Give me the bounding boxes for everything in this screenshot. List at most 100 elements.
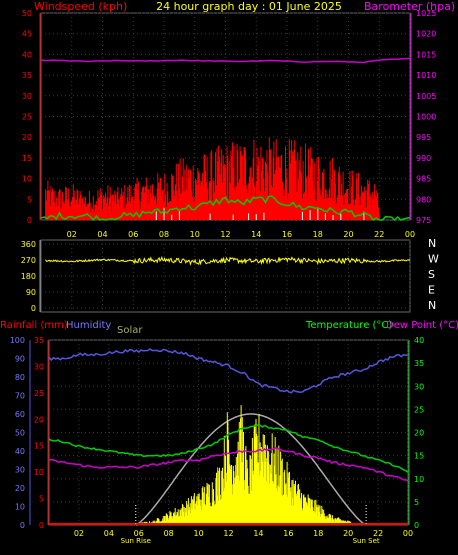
dew-point-line bbox=[48, 447, 409, 482]
wind-y-tick-label: 5 bbox=[27, 195, 32, 204]
humidity-y-tick-label: 90 bbox=[15, 355, 25, 364]
baro-y-tick-label: 1025 bbox=[416, 9, 436, 18]
barometer-line bbox=[40, 57, 411, 64]
rain-y-tick-label: 35 bbox=[34, 336, 44, 345]
baro-y-tick-label: 1010 bbox=[416, 71, 436, 80]
temp-x-tick-label: 06 bbox=[134, 529, 144, 538]
wind-direction-series bbox=[45, 256, 411, 266]
baro-y-tick-label: 1005 bbox=[416, 92, 436, 101]
temp-x-tick-label: 10 bbox=[193, 529, 203, 538]
temperature-label: Temperature (°C) bbox=[305, 320, 392, 331]
temperature-y-tick-label: 20 bbox=[414, 429, 424, 438]
wind-x-tick-label: 02 bbox=[67, 230, 77, 239]
temp-x-tick-label: 02 bbox=[74, 529, 84, 538]
baro-y-tick-label: 985 bbox=[416, 175, 431, 184]
sunrise-label: Sun Rise bbox=[121, 537, 151, 545]
rain-y-tick-label: 20 bbox=[34, 415, 44, 424]
humidity-y-tick-label: 60 bbox=[15, 410, 25, 419]
direction-y-tick-label: 180 bbox=[21, 272, 36, 281]
solar-label: Solar bbox=[117, 325, 143, 336]
rain-axis-label: Rainfall (mm) bbox=[0, 320, 68, 331]
temp-x-tick-label: 14 bbox=[253, 529, 263, 538]
solar-theory-line bbox=[135, 413, 366, 526]
temp-x-tick-label: 00 bbox=[403, 529, 413, 538]
direction-y-tick-label: 0 bbox=[31, 304, 36, 313]
wind-y-tick-label: 10 bbox=[22, 175, 32, 184]
wind-x-tick-label: 22 bbox=[374, 230, 384, 239]
temperature-series bbox=[48, 424, 409, 473]
dew-point-series bbox=[48, 447, 409, 482]
baro-y-tick-label: 1000 bbox=[416, 113, 436, 122]
wind-x-tick-label: 00 bbox=[405, 230, 415, 239]
wind-average-series bbox=[40, 195, 411, 222]
humidity-y-tick-label: 40 bbox=[15, 447, 25, 456]
temp-x-tick-label: 18 bbox=[313, 529, 323, 538]
wind-y-tick-label: 45 bbox=[22, 30, 32, 39]
temperature-y-tick-label: 25 bbox=[414, 405, 424, 414]
barometer-series bbox=[40, 57, 411, 64]
wind-direction-line bbox=[45, 256, 411, 266]
wind-x-tick-label: 12 bbox=[220, 230, 230, 239]
baro-y-tick-label: 975 bbox=[416, 216, 431, 225]
humidity-y-tick-label: 80 bbox=[15, 373, 25, 382]
baro-y-tick-label: 1015 bbox=[416, 50, 436, 59]
rain-y-tick-label: 25 bbox=[34, 389, 44, 398]
temp-x-tick-label: 20 bbox=[343, 529, 353, 538]
baro-y-tick-label: 980 bbox=[416, 195, 431, 204]
temperature-y-tick-label: 35 bbox=[414, 359, 424, 368]
temperature-y-tick-label: 0 bbox=[414, 521, 419, 530]
humidity-series bbox=[48, 348, 409, 394]
direction-grid bbox=[41, 240, 411, 312]
temperature-y-tick-label: 5 bbox=[414, 498, 419, 507]
direction-y-tick-label: 360 bbox=[21, 240, 36, 249]
rain-y-ticks: 35 30 25 20 15 10 5 0 bbox=[34, 336, 44, 530]
wind-x-tick-label: 06 bbox=[128, 230, 138, 239]
sunset-label: Sun Set bbox=[353, 537, 380, 545]
temperature-line bbox=[48, 424, 409, 473]
baro-axis-label: Barometer (hpa) bbox=[364, 0, 455, 13]
direction-compass-label: E bbox=[428, 284, 435, 297]
humidity-line bbox=[48, 348, 409, 394]
temp-x-tick-label: 04 bbox=[104, 529, 114, 538]
rain-y-tick-label: 0 bbox=[39, 521, 44, 530]
humidity-y-tick-label: 50 bbox=[15, 429, 25, 438]
baro-y-tick-label: 1020 bbox=[416, 30, 436, 39]
wind-y-tick-label: 35 bbox=[22, 71, 32, 80]
wind-x-tick-label: 10 bbox=[190, 230, 200, 239]
dew-point-label: Dew Point (°C) bbox=[386, 320, 458, 331]
wind-axis-label: Windspeed (kph) bbox=[34, 0, 127, 13]
wind-gust-spikes bbox=[45, 137, 380, 220]
direction-compass-label: N bbox=[428, 299, 436, 312]
temperature-y-tick-label: 30 bbox=[414, 382, 424, 391]
wind-gust-series bbox=[45, 137, 380, 220]
humidity-y-tick-label: 70 bbox=[15, 392, 25, 401]
temperature-y-tick-label: 40 bbox=[414, 336, 424, 345]
temp-x-ticks: 02 04 06 08 10 12 14 16 18 20 22 00 bbox=[74, 529, 413, 538]
wind-x-ticks: 02 04 06 08 10 12 14 16 18 20 22 00 bbox=[67, 230, 415, 239]
wind-y-tick-label: 30 bbox=[22, 92, 32, 101]
temp-x-tick-label: 22 bbox=[373, 529, 383, 538]
graph-title: 24 hour graph day : 01 June 2025 bbox=[156, 0, 342, 13]
wind-x-tick-label: 14 bbox=[251, 230, 261, 239]
wind-x-tick-label: 18 bbox=[313, 230, 323, 239]
wind-y-tick-label: 25 bbox=[22, 113, 32, 122]
wind-x-tick-label: 04 bbox=[97, 230, 107, 239]
direction-y-tick-label: 90 bbox=[26, 288, 36, 297]
rain-y-tick-label: 5 bbox=[39, 495, 44, 504]
wind-y-tick-label: 0 bbox=[27, 216, 32, 225]
wind-average-line bbox=[40, 195, 411, 222]
rain-y-tick-label: 30 bbox=[34, 362, 44, 371]
wind-x-tick-label: 08 bbox=[159, 230, 169, 239]
rain-y-tick-label: 10 bbox=[34, 468, 44, 477]
sun-markers: Sun Rise Sun Set bbox=[121, 505, 380, 545]
direction-y-tick-label: 270 bbox=[21, 256, 36, 265]
humidity-y-tick-label: 30 bbox=[15, 466, 25, 475]
wind-y-tick-label: 50 bbox=[22, 9, 32, 18]
rain-y-tick-label: 15 bbox=[34, 442, 44, 451]
humidity-label: Humidity bbox=[66, 320, 111, 331]
wind-y-tick-label: 15 bbox=[22, 154, 32, 163]
